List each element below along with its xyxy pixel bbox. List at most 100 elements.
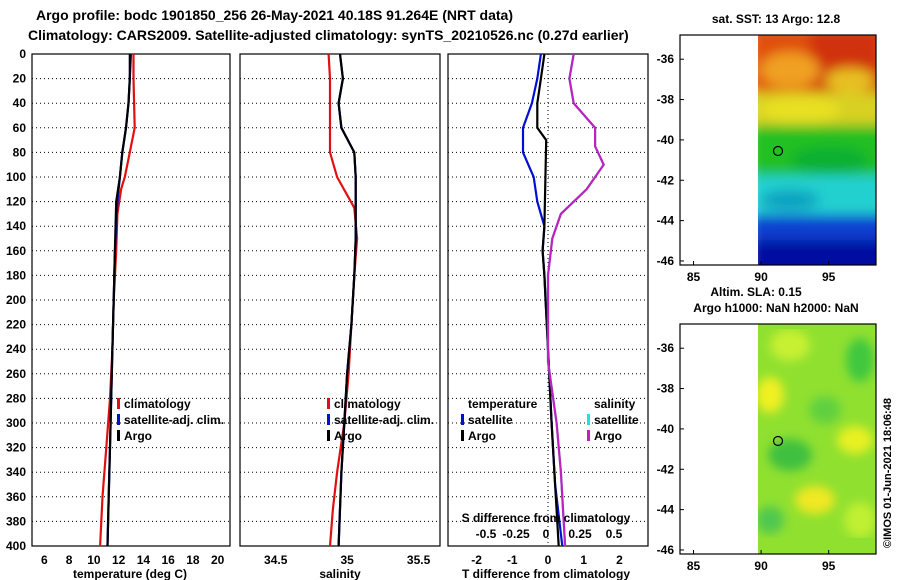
x-tick-label: 1 [580, 553, 587, 567]
legend-swatch-temp-argo [461, 430, 464, 441]
temperature-legend: climatology satellite-adj. clim. Argo [117, 397, 224, 443]
legend-swatch-satellite [117, 414, 120, 425]
legend-satellite-adj: satellite-adj. clim. [124, 413, 224, 427]
y-tick-label: 300 [6, 416, 26, 430]
y-tick-label: 60 [13, 121, 27, 135]
legend-climatology: climatology [334, 397, 401, 411]
sla-map: 85 90 95 -36 -38 -40 -42 -44 -46 [657, 323, 877, 573]
legend-temperature-title: temperature [468, 397, 538, 411]
sst-map-title: sat. SST: 13 Argo: 12.8 [712, 12, 841, 26]
s-tick-label: 0.5 [606, 527, 623, 541]
sla-map-frame [679, 323, 877, 555]
legend-swatch-satellite [327, 414, 330, 425]
s-tick-label: -0.25 [502, 527, 530, 541]
map-y-tick-label: -38 [657, 382, 675, 396]
legend-sal-argo: Argo [594, 429, 622, 443]
y-tick-label: 180 [6, 268, 26, 282]
map-x-tick-label: 95 [822, 559, 836, 573]
map-y-tick-label: -40 [657, 133, 675, 147]
map-y-tick-label: -42 [657, 462, 675, 476]
s-difference-xlabel: S difference from climatology [462, 511, 631, 525]
legend-argo: Argo [334, 429, 362, 443]
imos-timestamp: ©IMOS 01-Jun-2021 18:06:48 [882, 398, 894, 548]
s-tick-label: -0.5 [476, 527, 497, 541]
y-tick-label: 200 [6, 293, 26, 307]
title-line-2: Climatology: CARS2009. Satellite-adjuste… [28, 27, 629, 43]
map-y-tick-label: -36 [657, 341, 675, 355]
x-tick-label: 34.5 [264, 553, 288, 567]
sst-map: 85 90 95 -36 -38 -40 -42 -44 -46 [657, 34, 877, 284]
legend-argo: Argo [124, 429, 152, 443]
map-x-tick-label: 95 [822, 270, 836, 284]
salinity-panel: 34.5 35 35.5 [239, 53, 441, 567]
map-x-tick-label: 85 [687, 270, 701, 284]
y-tick-label: 100 [6, 170, 26, 184]
s-tick-label: 0 [543, 527, 550, 541]
s-tick-label: 0.25 [568, 527, 592, 541]
legend-salinity-title: salinity [594, 397, 636, 411]
salinity-legend: climatology satellite-adj. clim. Argo [327, 397, 434, 443]
legend-temp-satellite: satellite [468, 413, 513, 427]
y-tick-label: 320 [6, 441, 26, 455]
temperature-xlabel: temperature (deg C) [73, 567, 187, 580]
difference-panel: -2 -1 0 1 2 -0.5 -0.25 0 0.25 0.5 [447, 53, 649, 567]
map-y-tick-label: -40 [657, 422, 675, 436]
x-tick-label: 35.5 [407, 553, 431, 567]
y-tick-label: 340 [6, 465, 26, 479]
y-tick-label: 280 [6, 391, 26, 405]
legend-swatch-sal-satellite [587, 414, 590, 425]
sla-map-subtitle: Argo h1000: NaN h2000: NaN [693, 301, 858, 315]
y-tick-label: 360 [6, 490, 26, 504]
sst-map-ticks: 85 90 95 -36 -38 -40 -42 -44 -46 [657, 52, 836, 284]
series-temperature-argo [536, 53, 560, 547]
map-y-tick-label: -46 [657, 543, 675, 557]
x-tick-label: 6 [41, 553, 48, 567]
x-tick-label: 2 [616, 553, 623, 567]
y-tick-label: 400 [6, 539, 26, 553]
series-salinity-argo [546, 53, 605, 547]
map-x-tick-label: 85 [687, 559, 701, 573]
y-tick-label: 80 [13, 145, 27, 159]
x-tick-label: 20 [211, 553, 225, 567]
legend-swatch-argo [327, 430, 330, 441]
legend-climatology: climatology [124, 397, 191, 411]
map-y-tick-label: -44 [657, 503, 675, 517]
x-tick-label: 14 [137, 553, 151, 567]
y-tick-label: 120 [6, 195, 26, 209]
map-y-tick-label: -46 [657, 254, 675, 268]
map-y-tick-label: -44 [657, 214, 675, 228]
difference-legend: temperature satellite Argo salinity sate… [461, 397, 639, 443]
title-line-1: Argo profile: bodc 1901850_256 26-May-20… [36, 7, 513, 23]
legend-sal-satellite: satellite [594, 413, 639, 427]
sla-map-ticks: 85 90 95 -36 -38 -40 -42 -44 -46 [657, 341, 836, 573]
sla-map-field [758, 324, 876, 554]
t-difference-xlabel: T difference from climatology [462, 567, 630, 580]
y-tick-label: 240 [6, 342, 26, 356]
x-tick-label: 18 [186, 553, 200, 567]
x-tick-label: 12 [112, 553, 126, 567]
x-tick-label: 0 [545, 553, 552, 567]
y-tick-label: 0 [19, 47, 26, 61]
y-tick-label: 380 [6, 514, 26, 528]
map-y-tick-label: -38 [657, 93, 675, 107]
map-x-tick-label: 90 [754, 559, 768, 573]
legend-swatch-climatology [327, 398, 330, 409]
y-tick-label: 260 [6, 367, 26, 381]
map-x-tick-label: 90 [754, 270, 768, 284]
y-tick-label: 220 [6, 318, 26, 332]
series-argo [337, 53, 357, 547]
legend-temp-argo: Argo [468, 429, 496, 443]
series-satellite-adj-clim- [106, 53, 133, 547]
x-tick-label: 16 [161, 553, 175, 567]
legend-swatch-temp-satellite [461, 414, 464, 425]
argo-location-marker [772, 435, 784, 447]
y-tick-label: 160 [6, 244, 26, 258]
series-climatology [99, 54, 136, 547]
y-tick-label: 140 [6, 219, 26, 233]
x-tick-label: 10 [87, 553, 101, 567]
map-y-tick-label: -36 [657, 52, 675, 66]
y-tick-label: 20 [13, 72, 27, 86]
y-tick-label: 40 [13, 96, 27, 110]
legend-satellite-adj: satellite-adj. clim. [334, 413, 434, 427]
